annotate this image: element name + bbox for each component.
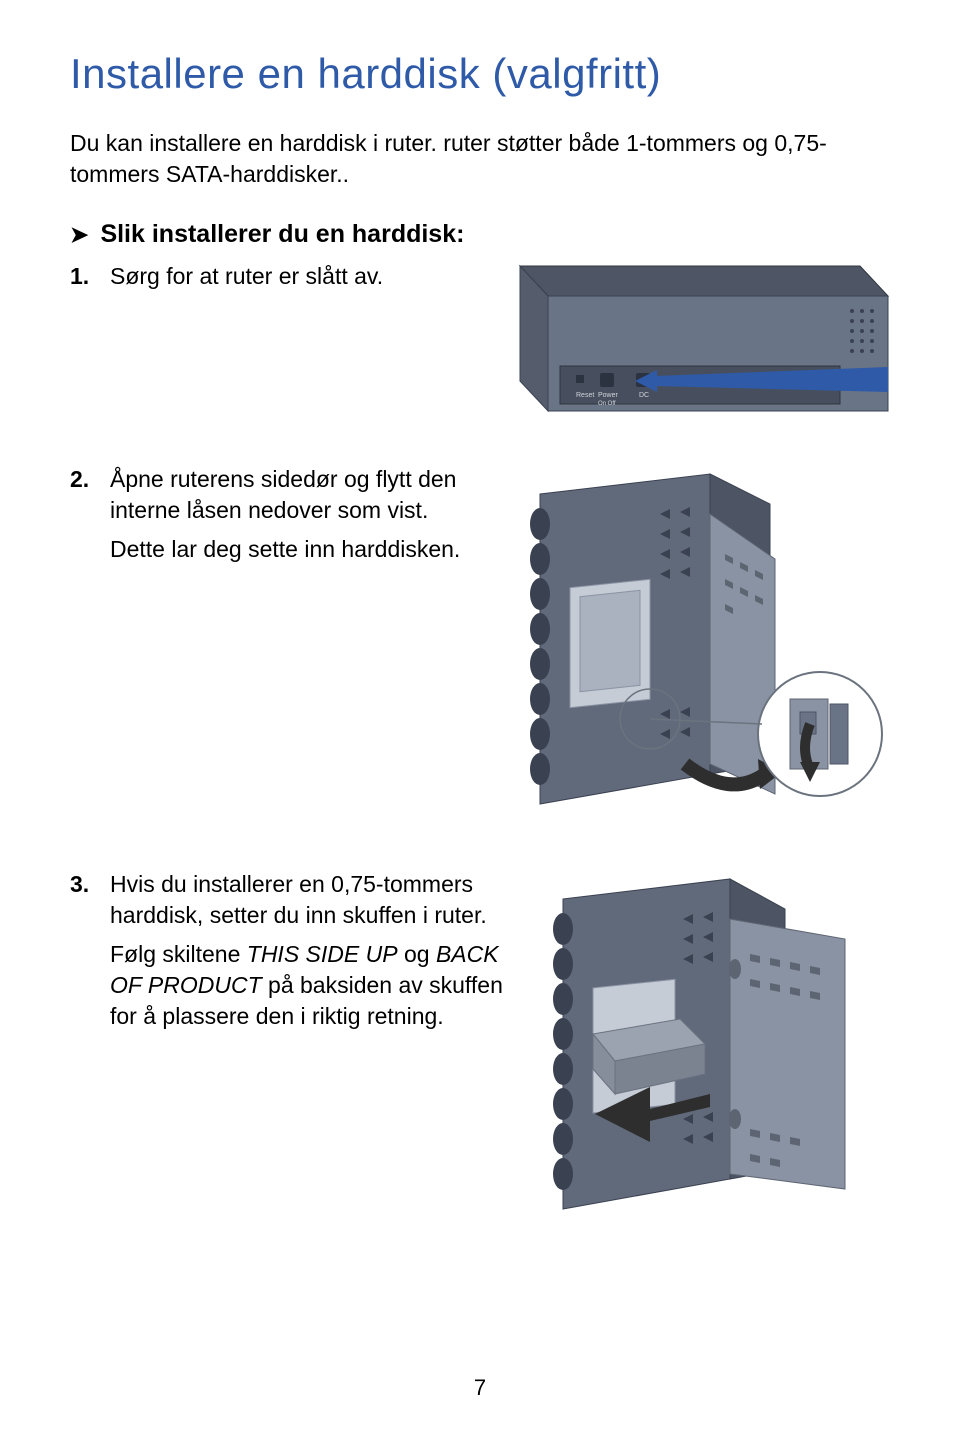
svg-text:On Off: On Off	[598, 401, 616, 407]
arrow-icon: ➤	[70, 222, 88, 248]
page-title: Installere en harddisk (valgfritt)	[70, 50, 890, 98]
step-3-text-2: Følg skiltene THIS SIDE UP og BACK OF PR…	[110, 939, 515, 1032]
step-3-number: 3.	[70, 869, 110, 900]
step-2-text-2: Dette lar deg sette inn harddisken.	[110, 534, 490, 565]
subheading-text: Slik installerer du en harddisk:	[100, 220, 464, 249]
step-2-number: 2.	[70, 464, 110, 495]
step-3: 3. Hvis du installerer en 0,75-tommers h…	[70, 869, 890, 1234]
figure-3	[535, 869, 890, 1234]
svg-text:Power: Power	[598, 392, 619, 399]
figure-1: Reset Power DC On Off	[500, 261, 890, 434]
step-2-text-1: Åpne ruterens sidedør og flytt den inter…	[110, 464, 490, 526]
svg-text:DC: DC	[639, 392, 649, 399]
step-1-text: Sørg for at ruter er slått av.	[110, 261, 480, 292]
step-1: 1. Sørg for at ruter er slått av.	[70, 261, 890, 434]
step-2: 2. Åpne ruterens sidedør og flytt den in…	[70, 464, 890, 839]
intro-paragraph: Du kan installere en harddisk i ruter. r…	[70, 128, 890, 190]
page-number: 7	[474, 1375, 486, 1401]
step-3-text-1: Hvis du installerer en 0,75-tommers hard…	[110, 869, 515, 931]
svg-text:Reset: Reset	[576, 392, 594, 399]
figure-2	[510, 464, 890, 839]
step-1-number: 1.	[70, 261, 110, 292]
subheading: ➤ Slik installerer du en harddisk:	[70, 220, 890, 249]
